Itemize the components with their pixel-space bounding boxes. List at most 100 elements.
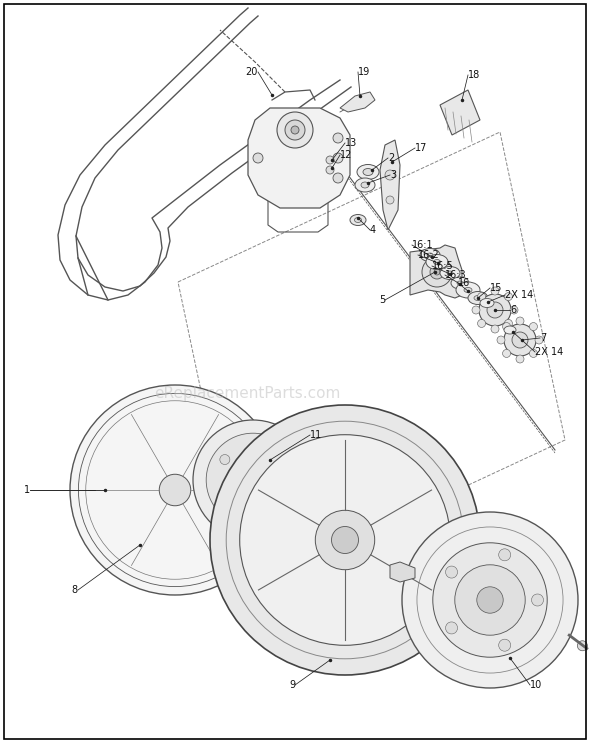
Text: 2X 14: 2X 14 [505, 290, 533, 300]
Circle shape [253, 153, 263, 163]
Circle shape [529, 322, 537, 331]
Text: 16: 16 [458, 278, 470, 288]
Text: 10: 10 [530, 680, 542, 690]
Text: 16:3: 16:3 [445, 270, 467, 280]
Circle shape [433, 543, 547, 658]
Circle shape [503, 349, 510, 357]
Circle shape [499, 549, 511, 561]
Circle shape [333, 173, 343, 183]
Circle shape [510, 306, 518, 314]
Circle shape [477, 319, 486, 328]
Circle shape [504, 293, 513, 301]
Circle shape [516, 317, 524, 325]
Polygon shape [248, 108, 350, 208]
Circle shape [445, 566, 458, 578]
Text: 17: 17 [415, 143, 427, 153]
Circle shape [386, 196, 394, 204]
Circle shape [516, 355, 524, 363]
Circle shape [333, 153, 343, 163]
Text: 18: 18 [468, 70, 480, 80]
Ellipse shape [457, 281, 463, 285]
Ellipse shape [350, 215, 366, 225]
Circle shape [332, 527, 359, 554]
Circle shape [70, 385, 280, 595]
Circle shape [326, 166, 334, 174]
Circle shape [455, 565, 525, 635]
Text: 6: 6 [510, 305, 516, 315]
Circle shape [477, 587, 503, 613]
Circle shape [422, 257, 452, 287]
Circle shape [220, 496, 230, 505]
Text: 16:2: 16:2 [418, 250, 440, 260]
Circle shape [206, 433, 300, 527]
Circle shape [503, 322, 510, 331]
Text: 2X 14: 2X 14 [535, 347, 563, 357]
Text: 12: 12 [340, 150, 352, 160]
Circle shape [504, 319, 513, 328]
Text: 4: 4 [370, 225, 376, 235]
Ellipse shape [456, 282, 480, 298]
Text: 9: 9 [289, 680, 295, 690]
Circle shape [159, 474, 191, 506]
Text: 2: 2 [388, 153, 394, 163]
Circle shape [259, 508, 269, 518]
Ellipse shape [427, 253, 433, 257]
Circle shape [430, 265, 444, 279]
Circle shape [283, 475, 293, 485]
Text: 5: 5 [379, 295, 385, 305]
Circle shape [232, 459, 274, 501]
Circle shape [504, 324, 536, 356]
Ellipse shape [363, 169, 373, 175]
Ellipse shape [474, 296, 482, 300]
Text: eReplacementParts.com: eReplacementParts.com [155, 386, 341, 401]
Circle shape [220, 455, 230, 464]
Text: 7: 7 [540, 333, 546, 343]
Circle shape [477, 293, 486, 301]
Circle shape [491, 287, 499, 295]
Text: 11: 11 [310, 430, 322, 440]
Ellipse shape [447, 271, 453, 275]
Circle shape [529, 349, 537, 357]
Polygon shape [410, 245, 462, 298]
Text: 3: 3 [390, 170, 396, 180]
Circle shape [512, 332, 528, 348]
Circle shape [479, 294, 511, 326]
Text: 15: 15 [490, 283, 502, 293]
Text: 20: 20 [245, 67, 258, 77]
Ellipse shape [355, 178, 375, 192]
Circle shape [315, 510, 375, 570]
Circle shape [240, 435, 450, 646]
Circle shape [259, 442, 269, 452]
Circle shape [193, 420, 313, 540]
Circle shape [497, 336, 505, 344]
Circle shape [285, 120, 305, 140]
Ellipse shape [357, 164, 379, 180]
Circle shape [578, 640, 588, 651]
Circle shape [445, 622, 458, 634]
Ellipse shape [426, 255, 448, 270]
Text: 1: 1 [24, 485, 30, 495]
Text: 16:1: 16:1 [412, 240, 434, 250]
Circle shape [532, 594, 543, 606]
Circle shape [434, 269, 440, 275]
Ellipse shape [464, 288, 472, 293]
Circle shape [499, 639, 511, 651]
Circle shape [385, 170, 395, 180]
Ellipse shape [440, 267, 460, 279]
Polygon shape [380, 140, 400, 230]
Text: 8: 8 [72, 585, 78, 595]
Text: 13: 13 [345, 138, 358, 148]
Circle shape [491, 325, 499, 333]
Circle shape [210, 405, 480, 675]
Polygon shape [340, 92, 375, 112]
Circle shape [333, 133, 343, 143]
Text: 19: 19 [358, 67, 371, 77]
Circle shape [246, 473, 260, 487]
Ellipse shape [355, 218, 362, 222]
Polygon shape [440, 90, 480, 135]
Ellipse shape [434, 259, 441, 265]
Ellipse shape [504, 326, 516, 334]
Text: 16:5: 16:5 [432, 261, 454, 271]
Circle shape [472, 306, 480, 314]
Circle shape [402, 512, 578, 688]
